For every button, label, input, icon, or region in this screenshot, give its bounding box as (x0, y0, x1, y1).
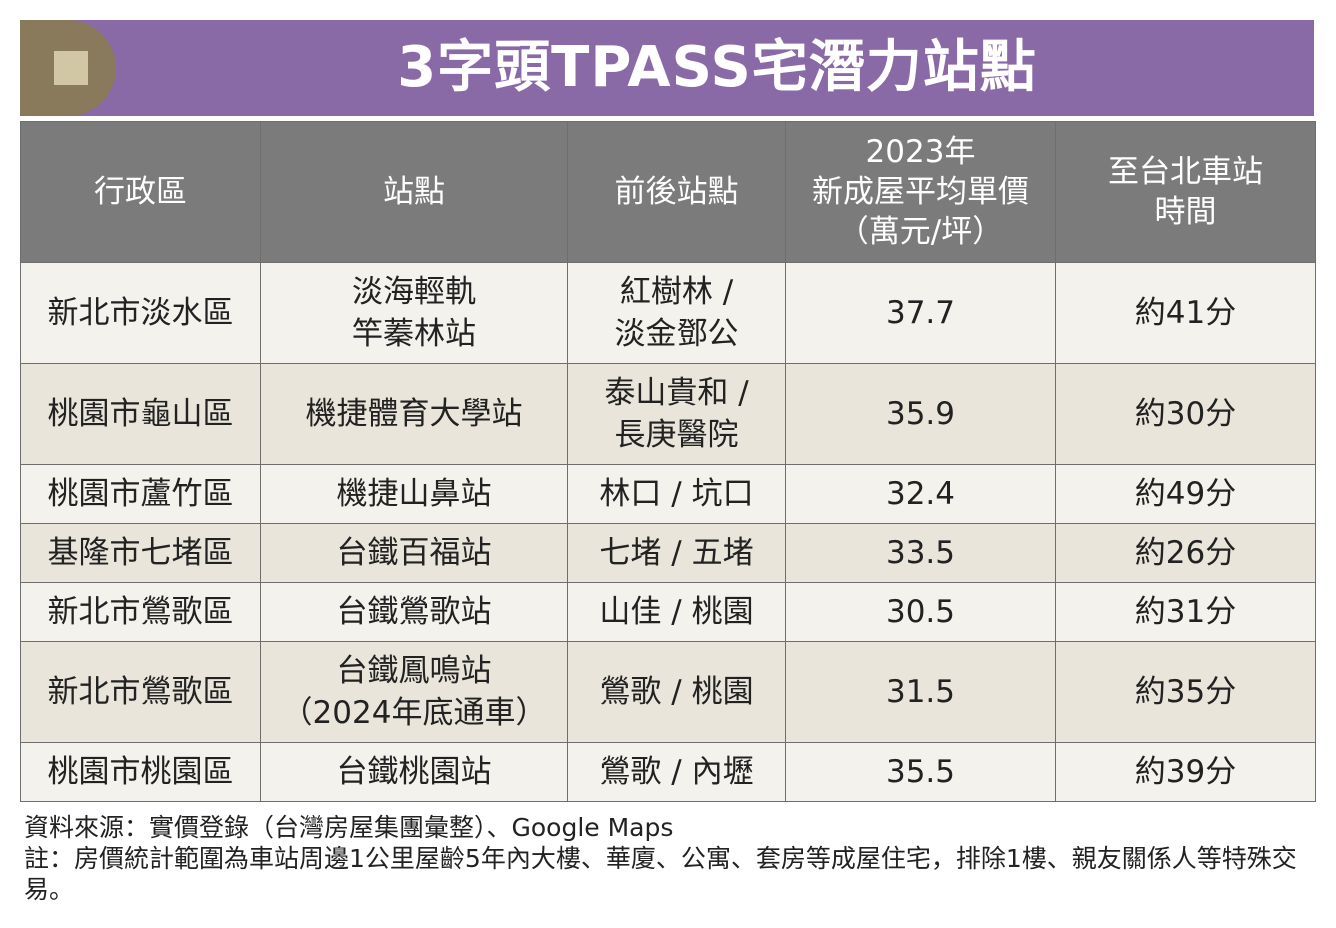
district-cell: 桃園市蘆竹區 (20, 464, 261, 524)
time-cell: 約39分 (1055, 742, 1316, 802)
price-cell: 31.5 (785, 641, 1056, 743)
neighbors-cell-line: 山佳 / 桃園 (599, 594, 754, 630)
station-cell-line: 台鐵桃園站 (336, 754, 492, 790)
price-cell: 32.4 (785, 464, 1056, 524)
footer-notes: 資料來源：實價登錄（台灣房屋集團彙整）、Google Maps 註：房價統計範圍… (24, 812, 1324, 905)
col-header-district: 行政區 (20, 121, 261, 263)
square-badge-icon (20, 20, 116, 116)
station-cell-line: 台鐵百福站 (336, 535, 492, 571)
header-line: 至台北車站 (1108, 154, 1263, 190)
header-line: （萬元/坪） (837, 214, 1004, 250)
neighbors-cell: 七堵 / 五堵 (567, 523, 786, 583)
col-header-neighbors: 前後站點 (567, 121, 786, 263)
price-cell: 33.5 (785, 523, 1056, 583)
table-row: 新北市淡水區 淡海輕軌 竿蓁林站 紅樹林 / 淡金鄧公 37.7 約41分 (20, 262, 1316, 364)
district-cell: 基隆市七堵區 (20, 523, 261, 583)
station-cell-line: 淡海輕軌 (352, 274, 476, 310)
neighbors-cell-line: 鶯歌 / 內壢 (599, 754, 754, 790)
station-cell: 台鐵百福站 (260, 523, 568, 583)
neighbors-cell-line: 鶯歌 / 桃園 (599, 674, 754, 710)
station-cell: 淡海輕軌 竿蓁林站 (260, 262, 568, 364)
district-cell: 桃園市龜山區 (20, 363, 261, 465)
col-header-station: 站點 (260, 121, 568, 263)
neighbors-cell-line: 林口 / 坑口 (599, 476, 754, 512)
table-row: 桃園市桃園區 台鐵桃園站 鶯歌 / 內壢 35.5 約39分 (20, 742, 1316, 802)
col-header-time: 至台北車站 時間 (1055, 121, 1316, 263)
header-line: 時間 (1154, 194, 1217, 230)
station-cell: 台鐵鳳鳴站 （2024年底通車） (260, 641, 568, 743)
station-cell-line: 竿蓁林站 (352, 316, 476, 352)
source-note: 資料來源：實價登錄（台灣房屋集團彙整）、Google Maps (24, 813, 674, 842)
neighbors-cell: 紅樹林 / 淡金鄧公 (567, 262, 786, 364)
footnote: 註：房價統計範圍為車站周邊1公里屋齡5年內大樓、華廈、公寓、套房等成屋住宅，排除… (24, 844, 1297, 904)
neighbors-cell-line: 淡金鄧公 (614, 316, 739, 352)
time-cell: 約49分 (1055, 464, 1316, 524)
neighbors-cell: 泰山貴和 / 長庚醫院 (567, 363, 786, 465)
time-cell: 約41分 (1055, 262, 1316, 364)
header-line: 行政區 (94, 174, 187, 210)
station-cell-line: （2024年底通車） (281, 695, 547, 731)
district-cell: 新北市鶯歌區 (20, 641, 261, 743)
title-banner: 3字頭TPASS宅潛力站點 (20, 20, 1314, 116)
station-cell: 機捷山鼻站 (260, 464, 568, 524)
header-line: 2023年 (865, 134, 976, 170)
time-cell: 約26分 (1055, 523, 1316, 583)
col-header-price: 2023年新成屋平均單價 （萬元/坪） (785, 121, 1056, 263)
station-cell: 台鐵桃園站 (260, 742, 568, 802)
station-cell: 台鐵鶯歌站 (260, 582, 568, 642)
district-cell: 新北市鶯歌區 (20, 582, 261, 642)
price-cell: 37.7 (785, 262, 1056, 364)
time-cell: 約31分 (1055, 582, 1316, 642)
neighbors-cell-line: 泰山貴和 / (604, 375, 749, 411)
page-title: 3字頭TPASS宅潛力站點 (397, 35, 1037, 100)
time-cell: 約30分 (1055, 363, 1316, 465)
price-cell: 35.5 (785, 742, 1056, 802)
station-cell-line: 機捷山鼻站 (336, 476, 492, 512)
district-cell: 桃園市桃園區 (20, 742, 261, 802)
time-cell: 約35分 (1055, 641, 1316, 743)
neighbors-cell: 林口 / 坑口 (567, 464, 786, 524)
header-line: 新成屋平均單價 (812, 174, 1029, 210)
table-row: 基隆市七堵區 台鐵百福站 七堵 / 五堵 33.5 約26分 (20, 523, 1316, 583)
table-row: 新北市鶯歌區 台鐵鳳鳴站 （2024年底通車） 鶯歌 / 桃園 31.5 約35分 (20, 641, 1316, 743)
neighbors-cell-line: 紅樹林 / (619, 274, 734, 310)
header-line: 站點 (383, 174, 445, 210)
station-table: 行政區 站點 前後站點 2023年新成屋平均單價 （萬元/坪） 至台北車站時間 新北市淡水… (20, 121, 1316, 802)
neighbors-cell-line: 七堵 / 五堵 (599, 535, 754, 571)
header-line: 前後站點 (614, 174, 739, 210)
table-row: 新北市鶯歌區 台鐵鶯歌站 山佳 / 桃園 30.5 約31分 (20, 582, 1316, 642)
neighbors-cell-line: 長庚醫院 (614, 417, 739, 453)
station-cell-line: 台鐵鶯歌站 (336, 594, 492, 630)
table-header-row: 行政區 站點 前後站點 2023年新成屋平均單價 （萬元/坪） 至台北車站時間 (20, 121, 1316, 263)
price-cell: 35.9 (785, 363, 1056, 465)
station-cell-line: 台鐵鳳鳴站 (336, 653, 492, 689)
station-cell: 機捷體育大學站 (260, 363, 568, 465)
price-cell: 30.5 (785, 582, 1056, 642)
neighbors-cell: 鶯歌 / 桃園 (567, 641, 786, 743)
table-row: 桃園市龜山區 機捷體育大學站 泰山貴和 / 長庚醫院 35.9 約30分 (20, 363, 1316, 465)
district-cell: 新北市淡水區 (20, 262, 261, 364)
station-cell-line: 機捷體育大學站 (305, 396, 523, 432)
neighbors-cell: 鶯歌 / 內壢 (567, 742, 786, 802)
table-row: 桃園市蘆竹區 機捷山鼻站 林口 / 坑口 32.4 約49分 (20, 464, 1316, 524)
neighbors-cell: 山佳 / 桃園 (567, 582, 786, 642)
